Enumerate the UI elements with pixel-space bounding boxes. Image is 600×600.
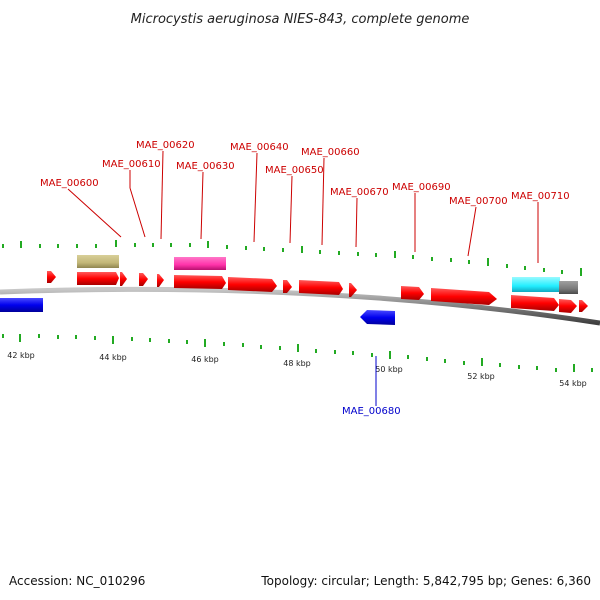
gene-labels: MAE_00600 MAE_00610 MAE_00620 MAE_00630 … bbox=[40, 140, 570, 417]
forward-gene-arrow[interactable] bbox=[431, 288, 497, 305]
axis-label-46kbp: 46 kbp bbox=[191, 355, 219, 364]
feature-magenta[interactable] bbox=[174, 257, 226, 270]
forward-gene-arrow[interactable] bbox=[349, 283, 357, 297]
leader-mae-00630 bbox=[200, 171, 204, 240]
feature-olive[interactable] bbox=[77, 255, 119, 268]
genome-summary-text: Topology: circular; Length: 5,842,795 bp… bbox=[261, 574, 591, 588]
forward-gene-arrow[interactable] bbox=[401, 286, 424, 300]
forward-gene-arrow[interactable] bbox=[559, 299, 577, 313]
leader-mae-00600 bbox=[67, 188, 122, 238]
forward-strand bbox=[47, 271, 588, 313]
axis-label-50kbp: 50 kbp bbox=[375, 365, 403, 374]
leader-mae-00660 bbox=[321, 157, 325, 246]
forward-gene-arrow[interactable] bbox=[511, 295, 559, 311]
forward-gene-arrow[interactable] bbox=[120, 272, 127, 286]
gene-label-mae-00670[interactable]: MAE_00670 bbox=[330, 187, 389, 198]
gene-label-mae-00660[interactable]: MAE_00660 bbox=[301, 147, 360, 158]
gene-label-mae-00610[interactable]: MAE_00610 bbox=[102, 159, 161, 170]
gene-label-mae-00710[interactable]: MAE_00710 bbox=[511, 191, 570, 202]
gene-label-mae-00640[interactable]: MAE_00640 bbox=[230, 142, 289, 153]
gene-label-mae-00630[interactable]: MAE_00630 bbox=[176, 161, 235, 172]
forward-gene-arrow[interactable] bbox=[299, 280, 343, 295]
gene-label-mae-00650[interactable]: MAE_00650 bbox=[265, 165, 324, 176]
gene-label-mae-00680[interactable]: MAE_00680 bbox=[342, 406, 401, 417]
axis-label-42kbp: 42 kbp bbox=[7, 351, 35, 360]
forward-gene-arrow[interactable] bbox=[283, 280, 292, 293]
forward-gene-arrow[interactable] bbox=[47, 271, 56, 283]
forward-gene-arrow[interactable] bbox=[77, 272, 119, 285]
leader-mae-00670 bbox=[355, 197, 358, 248]
axis-labels: 42 kbp 44 kbp 46 kbp 48 kbp 50 kbp 52 kb… bbox=[7, 351, 587, 388]
feature-cyan[interactable] bbox=[512, 277, 560, 292]
gene-label-mae-00700[interactable]: MAE_00700 bbox=[449, 196, 508, 207]
label-leader-lines bbox=[67, 150, 539, 406]
leader-mae-00620 bbox=[160, 150, 164, 240]
reverse-strand bbox=[0, 298, 395, 325]
axis-label-52kbp: 52 kbp bbox=[467, 372, 495, 381]
upper-tick-row bbox=[2, 240, 582, 276]
forward-gene-arrow[interactable] bbox=[157, 274, 164, 287]
leader-mae-00700 bbox=[467, 206, 477, 257]
forward-gene-arrow[interactable] bbox=[174, 275, 226, 289]
axis-label-44kbp: 44 kbp bbox=[99, 353, 127, 362]
leader-mae-00640 bbox=[253, 152, 258, 243]
leader-mae-00610 bbox=[129, 187, 146, 238]
genome-backbone bbox=[0, 286, 600, 326]
reverse-gene-arrow[interactable] bbox=[360, 310, 395, 325]
forward-gene-arrow[interactable] bbox=[579, 300, 588, 312]
gene-label-mae-00600[interactable]: MAE_00600 bbox=[40, 178, 99, 189]
reverse-gene-arrow[interactable] bbox=[0, 298, 43, 312]
feature-gray[interactable] bbox=[559, 281, 578, 294]
forward-gene-arrow[interactable] bbox=[139, 273, 148, 286]
gene-label-mae-00690[interactable]: MAE_00690 bbox=[392, 182, 451, 193]
lower-tick-row bbox=[2, 334, 593, 372]
axis-label-48kbp: 48 kbp bbox=[283, 359, 311, 368]
leader-mae-00650 bbox=[289, 175, 293, 244]
axis-label-54kbp: 54 kbp bbox=[559, 379, 587, 388]
forward-gene-arrow[interactable] bbox=[228, 277, 277, 292]
genome-title: Microcystis aeruginosa NIES-843, complet… bbox=[131, 12, 470, 27]
accession-text: Accession: NC_010296 bbox=[9, 574, 146, 588]
gene-label-mae-00620[interactable]: MAE_00620 bbox=[136, 140, 195, 151]
